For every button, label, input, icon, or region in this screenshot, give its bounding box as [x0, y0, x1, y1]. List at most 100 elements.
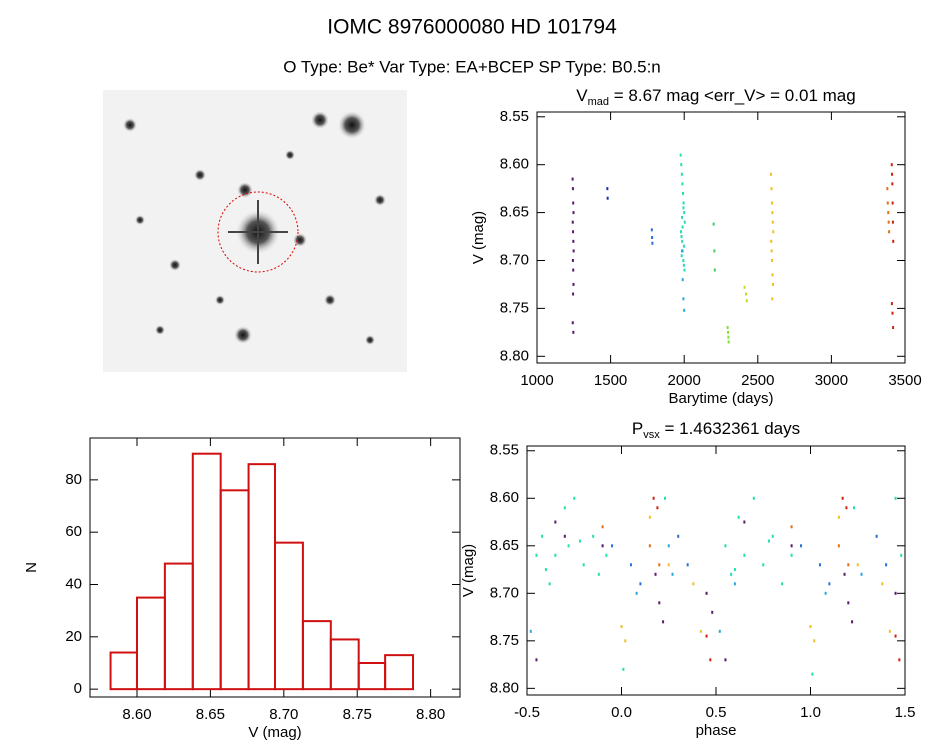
data-point	[535, 553, 538, 557]
x-tick-label: 3000	[815, 372, 848, 389]
plot-frame	[526, 445, 906, 696]
data-point	[705, 591, 708, 595]
data-point	[743, 520, 746, 524]
data-point	[712, 222, 715, 226]
data-point	[601, 525, 604, 529]
data-point	[620, 625, 623, 629]
data-point	[572, 282, 575, 286]
y-tick-label: 8.65	[490, 537, 519, 554]
data-point	[891, 311, 894, 315]
data-point	[743, 285, 746, 289]
data-point	[572, 249, 575, 253]
data-point	[671, 572, 674, 576]
data-point	[800, 544, 803, 548]
data-point	[767, 539, 770, 543]
data-point	[752, 496, 755, 500]
x-tick-label: 0.0	[611, 704, 632, 721]
data-point	[894, 591, 897, 595]
data-point	[847, 563, 850, 567]
data-point	[680, 172, 683, 176]
title-main: V	[576, 86, 588, 105]
y-tick-label: 8.60	[500, 156, 529, 173]
data-point	[563, 534, 566, 538]
data-point	[667, 563, 670, 567]
x-tick-label: 8.60	[122, 706, 151, 723]
x-tick-label: 1500	[594, 372, 627, 389]
data-point	[572, 330, 575, 334]
data-point	[772, 230, 775, 234]
histogram-bar	[357, 661, 387, 691]
data-point	[541, 534, 544, 538]
data-point	[681, 225, 684, 229]
histogram-bar	[191, 452, 222, 691]
data-point	[679, 153, 682, 157]
data-point	[683, 244, 686, 248]
data-point	[680, 249, 683, 253]
data-point	[601, 544, 604, 548]
data-point	[711, 610, 714, 614]
data-point	[629, 563, 632, 567]
data-point	[639, 582, 642, 586]
data-point	[724, 658, 727, 662]
y-tick-label: 80	[65, 471, 82, 488]
data-point	[680, 254, 683, 258]
histogram-bar	[247, 463, 276, 691]
x-tick-label: 2000	[668, 372, 701, 389]
data-point	[682, 191, 685, 195]
title-main: P	[632, 419, 643, 438]
data-point	[667, 544, 670, 548]
data-point	[852, 506, 855, 510]
data-point	[733, 582, 736, 586]
data-point	[900, 553, 903, 557]
data-point	[718, 629, 721, 633]
x-tick-label: 8.70	[269, 706, 298, 723]
data-point	[894, 496, 897, 500]
data-point	[828, 582, 831, 586]
data-point	[650, 228, 653, 232]
data-point	[663, 496, 666, 500]
x-tick-label: 1000	[520, 372, 553, 389]
data-point	[652, 496, 655, 500]
data-point	[818, 563, 821, 567]
data-point	[771, 297, 774, 301]
data-point	[622, 667, 625, 671]
data-point	[635, 591, 638, 595]
x-axis-label: Barytime (days)	[668, 390, 773, 407]
chart-title: Pvsx = 1.4632361 days	[632, 419, 800, 440]
y-tick-label: 0	[74, 680, 82, 697]
plot-frame	[89, 437, 461, 698]
data-point	[888, 230, 891, 234]
x-tick-label: 0.5	[706, 704, 727, 721]
data-point	[813, 639, 816, 643]
data-point	[770, 249, 773, 253]
data-point	[891, 172, 894, 176]
figure-subtitle: O Type: Be* Var Type: EA+BCEP SP Type: B…	[283, 57, 661, 76]
data-point	[606, 187, 609, 191]
data-point	[771, 258, 774, 262]
data-point	[891, 201, 894, 205]
data-point	[891, 220, 894, 224]
chart-title: Vmad = 8.67 mag <err_V> = 0.01 mag	[576, 86, 855, 107]
data-point	[592, 534, 595, 538]
histogram-bar	[384, 654, 415, 691]
x-tick-label: 3500	[888, 372, 921, 389]
data-point	[709, 658, 712, 662]
data-point	[890, 302, 893, 306]
data-point	[743, 553, 746, 557]
data-point	[682, 297, 685, 301]
data-point	[692, 582, 695, 586]
data-point	[567, 544, 570, 548]
data-point	[682, 258, 685, 262]
data-point	[571, 321, 574, 325]
data-point	[571, 177, 574, 181]
data-point	[680, 235, 683, 239]
data-point	[790, 553, 793, 557]
data-point	[762, 563, 765, 567]
data-point	[730, 572, 733, 576]
data-point	[578, 539, 581, 543]
data-point	[733, 568, 736, 572]
data-point	[606, 196, 609, 200]
y-tick-label: 8.80	[500, 347, 529, 364]
data-point	[554, 520, 557, 524]
data-point	[851, 620, 854, 624]
